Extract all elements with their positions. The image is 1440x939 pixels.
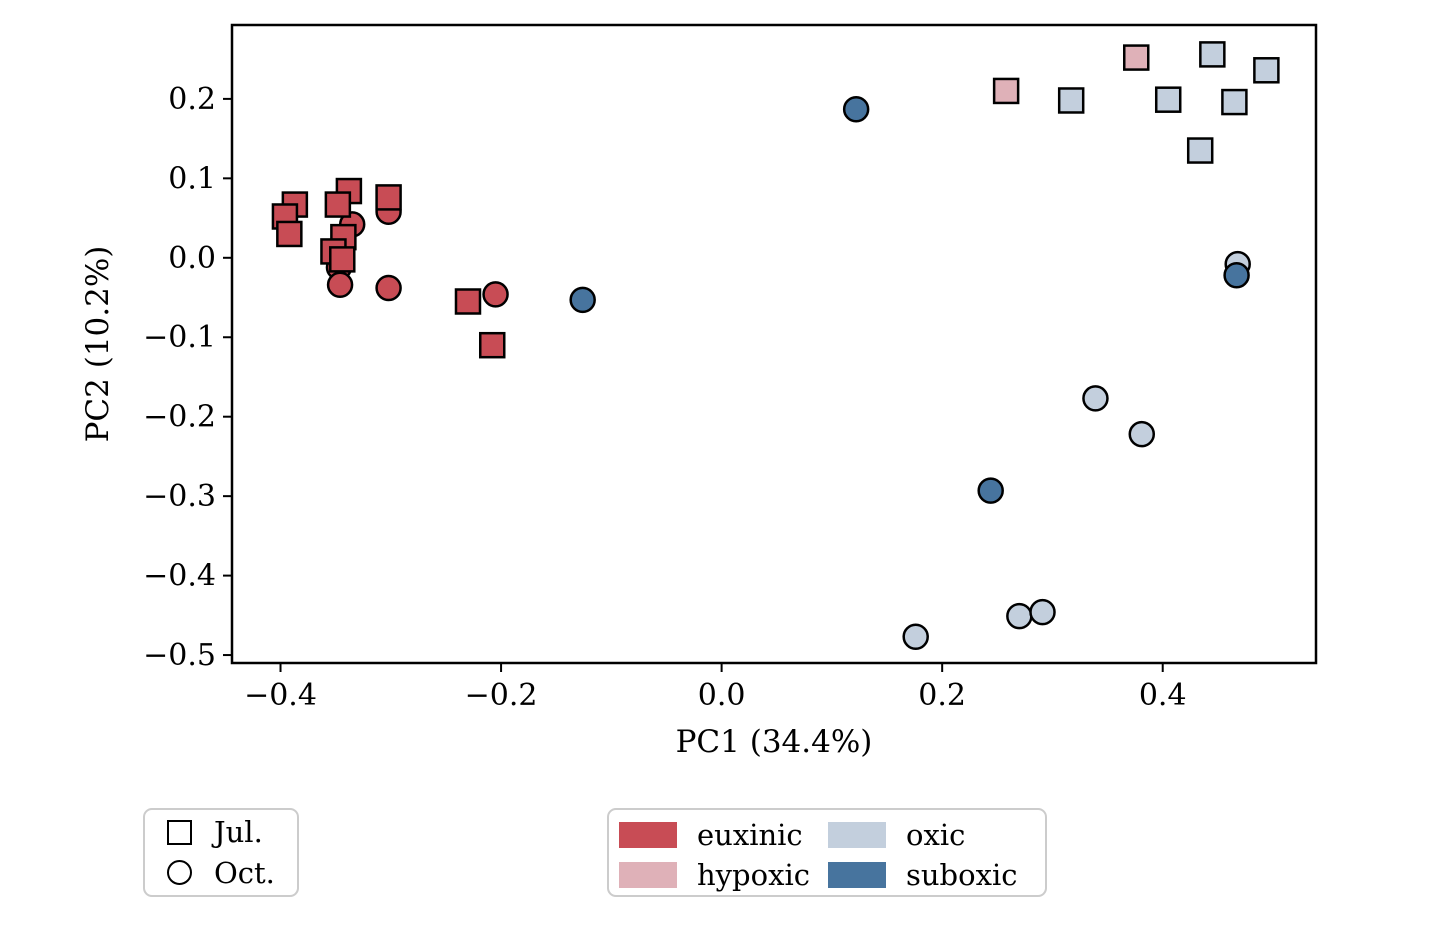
- x-tick-label: 0.4: [1139, 678, 1187, 713]
- data-point-suboxic-oct: [977, 477, 1004, 504]
- data-point-oxic-oct: [1128, 420, 1156, 448]
- data-point-suboxic-oct: [569, 286, 596, 314]
- legend-item-oct: Oct.: [167, 855, 283, 891]
- data-point-oxic-oct: [1006, 602, 1033, 630]
- euxinic-color-swatch: [619, 822, 677, 848]
- y-tick-label: 0.1: [168, 161, 216, 196]
- legend-item-euxinic: euxinic: [619, 818, 820, 852]
- data-point-oxic-oct: [902, 623, 929, 651]
- data-point-euxinic-jul: [478, 331, 506, 359]
- data-point-oxic-oct: [1029, 598, 1056, 626]
- y-tick-label: −0.3: [143, 479, 216, 514]
- pca-scatter-plot: −0.4 −0.2 0.0 0.2 0.4 0.2 0.1 0.0 −0.1 −0.2 −0.3 −0…: [80, 23, 1318, 760]
- y-tick-label: −0.4: [143, 559, 216, 594]
- y-tick-label: −0.1: [143, 320, 216, 355]
- y-tick-label: 0.0: [168, 241, 216, 276]
- legend-item-suboxic: suboxic: [828, 858, 1029, 892]
- y-axis-label: PC2 (10.2%): [80, 246, 116, 443]
- data-point-euxinic-oct: [326, 271, 354, 299]
- data-point-euxinic-jul: [329, 246, 356, 273]
- legend-item-oxic: oxic: [828, 818, 1029, 852]
- data-point-oxic-jul: [1221, 88, 1248, 116]
- data-point-oxic-oct: [1082, 385, 1109, 412]
- data-point-euxinic-oct: [375, 274, 402, 302]
- legend-item-jul: Jul.: [167, 814, 283, 850]
- x-tick-label: 0.2: [918, 678, 966, 713]
- legend-months: Jul. Oct.: [143, 808, 299, 897]
- x-axis-label: PC1 (34.4%): [676, 724, 873, 760]
- data-point-oxic-jul: [1186, 137, 1214, 164]
- x-tick-label: −0.2: [465, 678, 538, 713]
- legend-oxic-label: oxic: [906, 818, 966, 852]
- circle-marker-icon: [167, 860, 192, 886]
- data-point-euxinic-oct: [482, 281, 509, 308]
- hypoxic-color-swatch: [619, 862, 677, 888]
- legend-suboxic-label: suboxic: [906, 858, 1018, 892]
- legend-conditions: euxinic hypoxic oxic suboxic: [607, 808, 1047, 897]
- data-point-oxic-jul: [1199, 41, 1226, 68]
- data-point-oxic-jul: [1057, 87, 1085, 114]
- x-tick-label: 0.0: [698, 678, 746, 713]
- data-point-euxinic-jul: [276, 220, 303, 248]
- legend-item-hypoxic: hypoxic: [619, 858, 820, 892]
- data-point-euxinic-jul: [454, 288, 482, 315]
- legend-jul-label: Jul.: [214, 815, 263, 850]
- y-tick-label: −0.2: [143, 400, 216, 435]
- y-tick-label: −0.5: [143, 638, 216, 673]
- oxic-color-swatch: [828, 822, 886, 848]
- legend-euxinic-label: euxinic: [697, 818, 803, 852]
- legend-oct-label: Oct.: [214, 855, 275, 890]
- data-point-oxic-jul: [1154, 86, 1182, 113]
- y-tick-label: 0.2: [168, 82, 216, 117]
- data-point-euxinic-jul: [375, 184, 402, 211]
- data-point-hypoxic-jul: [992, 77, 1020, 105]
- data-point-suboxic-oct: [1223, 262, 1250, 289]
- legend-hypoxic-label: hypoxic: [697, 858, 810, 892]
- data-point-suboxic-oct: [842, 95, 870, 123]
- data-point-euxinic-jul: [324, 191, 352, 218]
- plot-frame: [230, 23, 1318, 665]
- x-tick-label: −0.4: [244, 678, 317, 713]
- data-point-hypoxic-jul: [1123, 44, 1150, 71]
- data-point-oxic-jul: [1253, 57, 1280, 84]
- suboxic-color-swatch: [828, 862, 886, 888]
- square-marker-icon: [167, 819, 192, 845]
